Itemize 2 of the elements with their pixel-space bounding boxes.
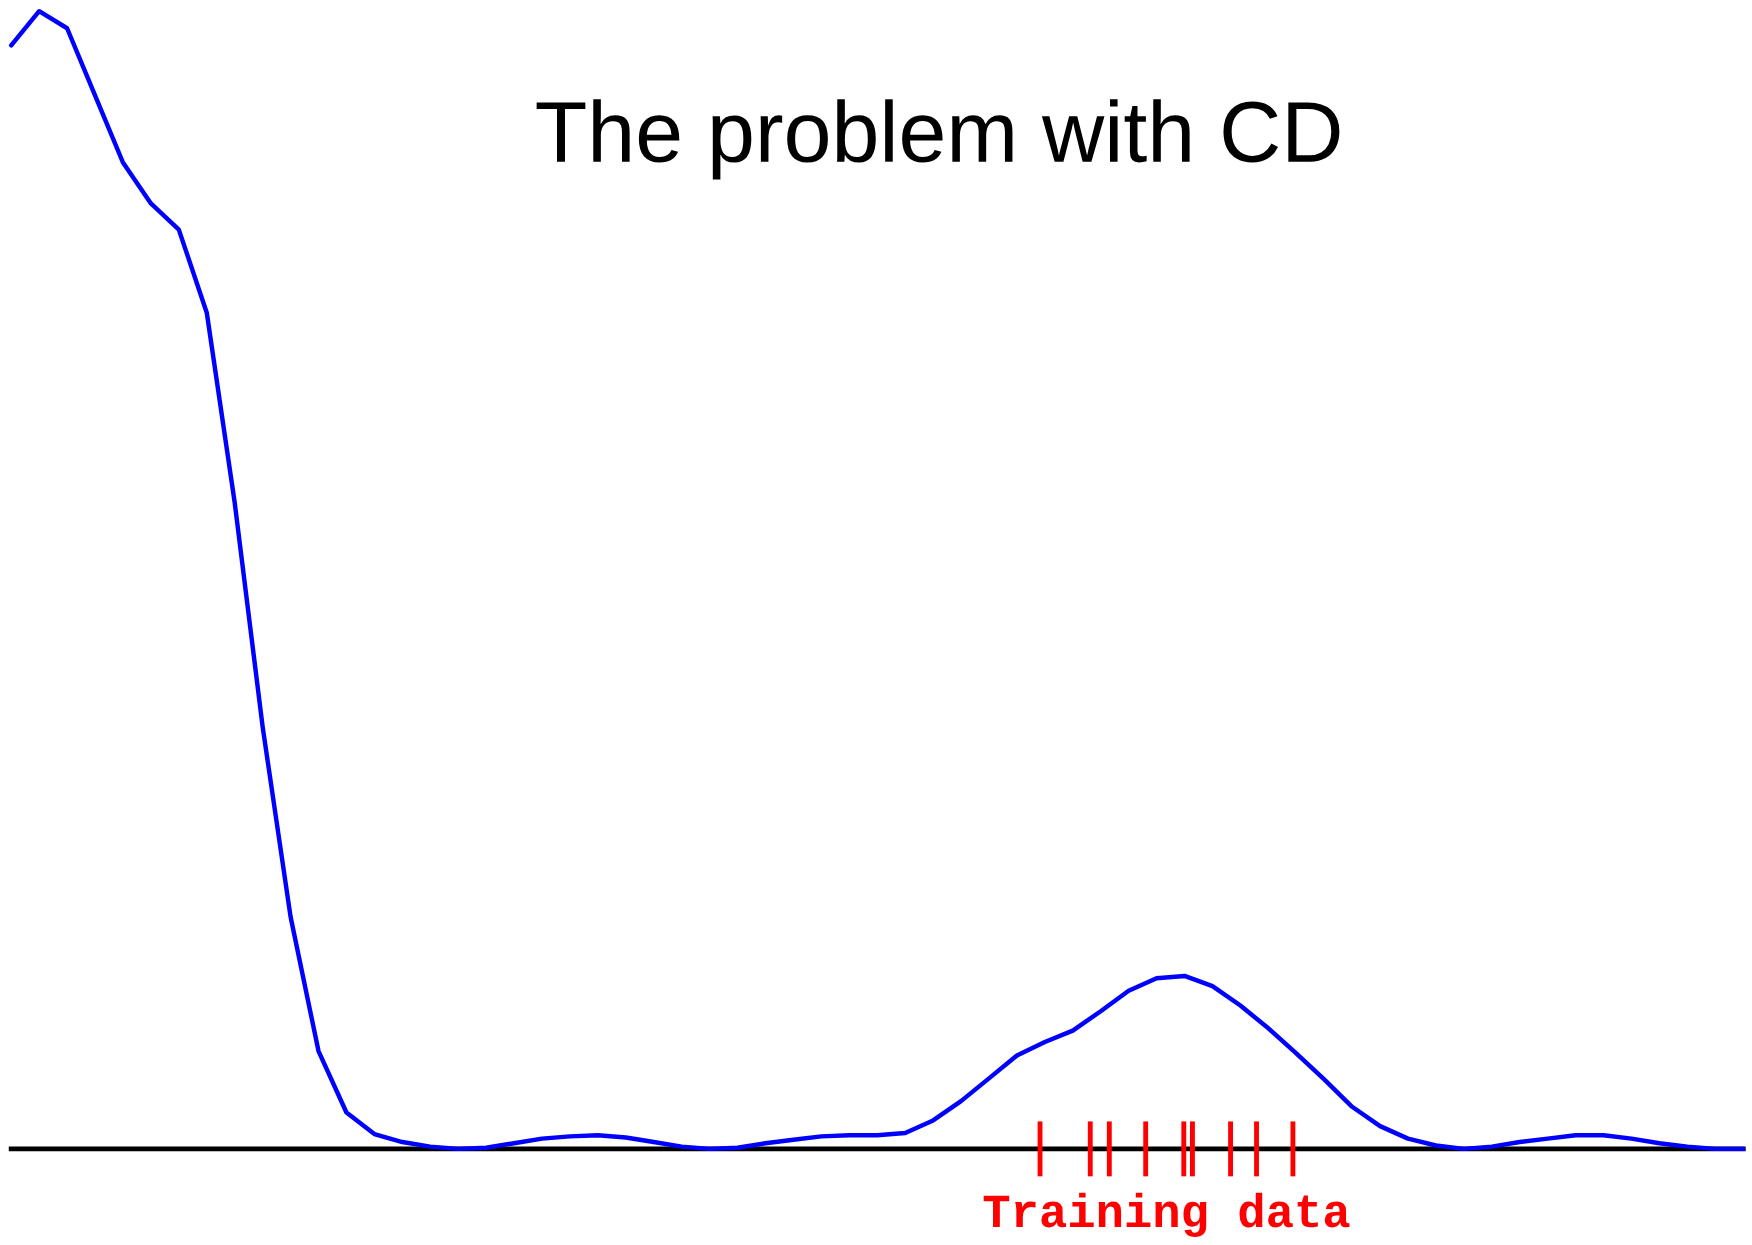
text: Training data bbox=[983, 1192, 1350, 1237]
text: The problem with CD bbox=[536, 99, 1340, 180]
